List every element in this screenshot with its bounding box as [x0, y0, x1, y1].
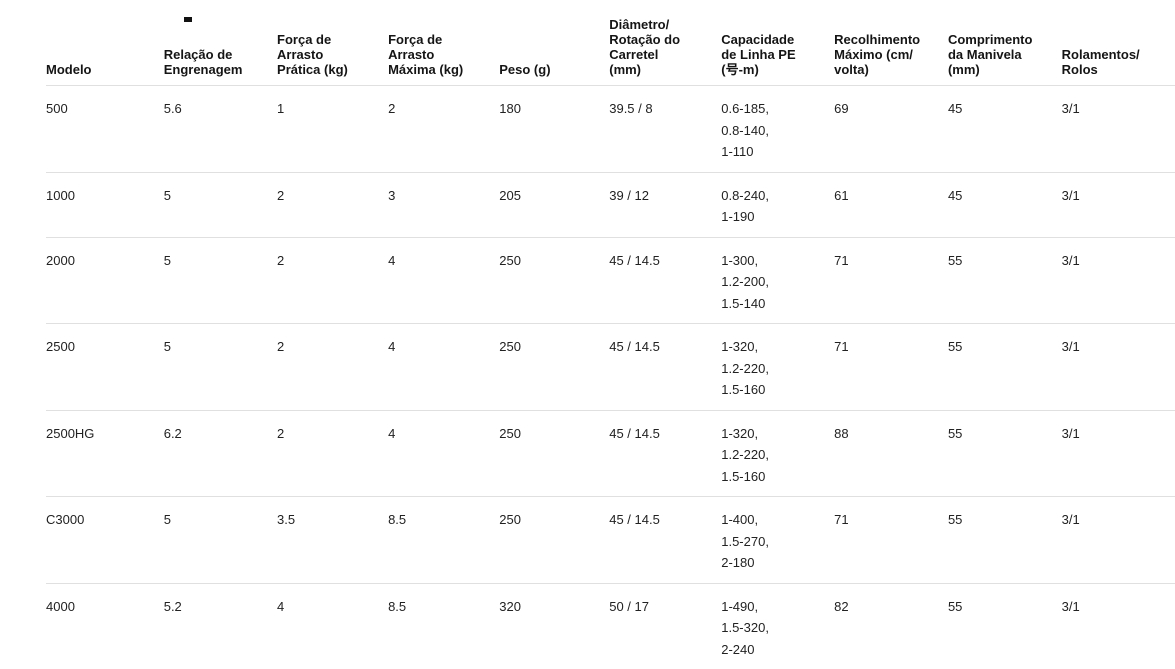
clipped-text-fragment — [184, 17, 192, 22]
cell-capacidade-linha-pe: 1-320, 1.2-220, 1.5-160 — [721, 324, 834, 411]
cell-capacidade-linha-pe: 1-490, 1.5-320, 2-240 — [721, 583, 834, 669]
cell-rolamentos-rolos: 3/1 — [1062, 410, 1175, 497]
cell-capacidade-linha-pe: 0.8-240, 1-190 — [721, 172, 834, 237]
cell-recolhimento-maximo: 69 — [834, 86, 948, 173]
column-header-comprimento-manivela: Comprimento da Manivela (mm) — [948, 17, 1062, 86]
column-header-recolhimento-maximo: Recolhimento Máximo (cm/ volta) — [834, 17, 948, 86]
cell-relacao-engrenagem: 5 — [164, 497, 277, 584]
cell-rolamentos-rolos: 3/1 — [1062, 583, 1175, 669]
cell-capacidade-linha-pe: 1-320, 1.2-220, 1.5-160 — [721, 410, 834, 497]
cell-forca-arrasto-pratica: 2 — [277, 172, 388, 237]
cell-rolamentos-rolos: 3/1 — [1062, 324, 1175, 411]
cell-forca-arrasto-maxima: 4 — [388, 410, 499, 497]
cell-recolhimento-maximo: 71 — [834, 237, 948, 324]
cell-diametro-rotacao-carretel: 50 / 17 — [609, 583, 721, 669]
cell-relacao-engrenagem: 5 — [164, 172, 277, 237]
cell-forca-arrasto-maxima: 4 — [388, 237, 499, 324]
cell-rolamentos-rolos: 3/1 — [1062, 497, 1175, 584]
cell-rolamentos-rolos: 3/1 — [1062, 86, 1175, 173]
cell-comprimento-manivela: 45 — [948, 86, 1062, 173]
cell-peso: 320 — [499, 583, 609, 669]
cell-recolhimento-maximo: 88 — [834, 410, 948, 497]
column-header-rolamentos-rolos: Rolamentos/ Rolos — [1062, 17, 1175, 86]
cell-rolamentos-rolos: 3/1 — [1062, 237, 1175, 324]
cell-diametro-rotacao-carretel: 45 / 14.5 — [609, 324, 721, 411]
column-header-peso: Peso (g) — [499, 17, 609, 86]
cell-forca-arrasto-pratica: 2 — [277, 237, 388, 324]
cell-forca-arrasto-maxima: 8.5 — [388, 583, 499, 669]
cell-rolamentos-rolos: 3/1 — [1062, 172, 1175, 237]
cell-relacao-engrenagem: 5 — [164, 237, 277, 324]
cell-forca-arrasto-maxima: 3 — [388, 172, 499, 237]
cell-comprimento-manivela: 45 — [948, 172, 1062, 237]
column-header-forca-arrasto-pratica: Força de Arrasto Prática (kg) — [277, 17, 388, 86]
column-header-modelo: Modelo — [46, 17, 164, 86]
cell-recolhimento-maximo: 61 — [834, 172, 948, 237]
cell-peso: 250 — [499, 237, 609, 324]
cell-capacidade-linha-pe: 1-400, 1.5-270, 2-180 — [721, 497, 834, 584]
cell-relacao-engrenagem: 5 — [164, 324, 277, 411]
cell-diametro-rotacao-carretel: 39 / 12 — [609, 172, 721, 237]
cell-forca-arrasto-maxima: 8.5 — [388, 497, 499, 584]
cell-peso: 180 — [499, 86, 609, 173]
cell-peso: 250 — [499, 410, 609, 497]
cell-diametro-rotacao-carretel: 39.5 / 8 — [609, 86, 721, 173]
cell-diametro-rotacao-carretel: 45 / 14.5 — [609, 497, 721, 584]
cell-peso: 250 — [499, 324, 609, 411]
cell-modelo: 4000 — [46, 583, 164, 669]
cell-comprimento-manivela: 55 — [948, 410, 1062, 497]
cell-recolhimento-maximo: 71 — [834, 324, 948, 411]
cell-diametro-rotacao-carretel: 45 / 14.5 — [609, 410, 721, 497]
cell-recolhimento-maximo: 82 — [834, 583, 948, 669]
cell-relacao-engrenagem: 5.2 — [164, 583, 277, 669]
column-header-diametro-rotacao-carretel: Diâmetro/ Rotação do Carretel (mm) — [609, 17, 721, 86]
cell-diametro-rotacao-carretel: 45 / 14.5 — [609, 237, 721, 324]
cell-comprimento-manivela: 55 — [948, 237, 1062, 324]
cell-modelo: 1000 — [46, 172, 164, 237]
cell-forca-arrasto-maxima: 2 — [388, 86, 499, 173]
cell-comprimento-manivela: 55 — [948, 497, 1062, 584]
cell-relacao-engrenagem: 5.6 — [164, 86, 277, 173]
cell-forca-arrasto-pratica: 3.5 — [277, 497, 388, 584]
cell-modelo: 2500HG — [46, 410, 164, 497]
cell-forca-arrasto-pratica: 4 — [277, 583, 388, 669]
column-header-relacao-engrenagem: Relação de Engrenagem — [164, 17, 277, 86]
cell-relacao-engrenagem: 6.2 — [164, 410, 277, 497]
cell-modelo: 2500 — [46, 324, 164, 411]
cell-forca-arrasto-pratica: 1 — [277, 86, 388, 173]
cell-capacidade-linha-pe: 0.6-185, 0.8-140, 1-110 — [721, 86, 834, 173]
column-header-forca-arrasto-maxima: Força de Arrasto Máxima (kg) — [388, 17, 499, 86]
cell-modelo: 500 — [46, 86, 164, 173]
cell-peso: 250 — [499, 497, 609, 584]
cell-comprimento-manivela: 55 — [948, 583, 1062, 669]
cell-recolhimento-maximo: 71 — [834, 497, 948, 584]
cell-modelo: 2000 — [46, 237, 164, 324]
cell-forca-arrasto-pratica: 2 — [277, 410, 388, 497]
cell-modelo: C3000 — [46, 497, 164, 584]
cell-peso: 205 — [499, 172, 609, 237]
cell-forca-arrasto-maxima: 4 — [388, 324, 499, 411]
cell-comprimento-manivela: 55 — [948, 324, 1062, 411]
column-header-capacidade-linha-pe: Capacidade de Linha PE (号-m) — [721, 17, 834, 86]
cell-forca-arrasto-pratica: 2 — [277, 324, 388, 411]
cell-capacidade-linha-pe: 1-300, 1.2-200, 1.5-140 — [721, 237, 834, 324]
